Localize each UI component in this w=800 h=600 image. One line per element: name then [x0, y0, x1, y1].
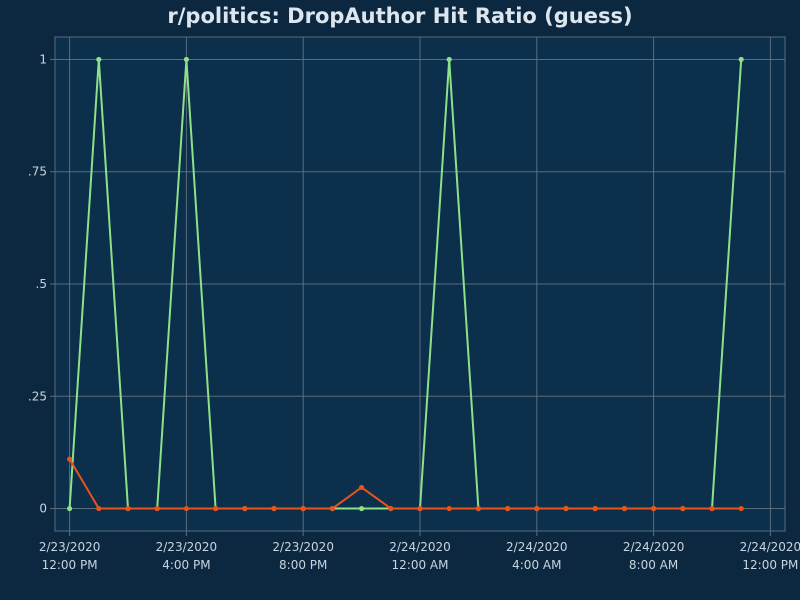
x-tick-label-date: 2/23/2020	[156, 540, 218, 554]
series-2-point	[67, 456, 73, 462]
series-2-line	[68, 458, 742, 510]
series-2-point	[271, 505, 277, 512]
series-1-point	[183, 56, 189, 63]
series-2-point	[388, 505, 394, 512]
chart-title: r/politics: DropAuthor Hit Ratio (guess)	[167, 4, 633, 28]
x-tick-label-time: 12:00 PM	[42, 558, 98, 572]
series-2-point	[534, 505, 540, 512]
x-tick-label-date: 2/23/2020	[39, 540, 101, 554]
series-1-point	[96, 56, 102, 63]
series-2-point	[475, 505, 481, 512]
x-tick-label-date: 2/24/2020	[506, 540, 568, 554]
plot-border	[54, 36, 786, 532]
series-2-point	[592, 505, 598, 512]
series-2-point	[446, 505, 452, 512]
series-2-point	[359, 484, 365, 491]
series-2-point	[680, 505, 686, 512]
y-tick-label: 0	[39, 502, 47, 516]
series-2-point	[505, 505, 511, 512]
series-1-point	[359, 505, 365, 512]
y-tick-label: .5	[36, 277, 47, 291]
x-tick-label-date: 2/24/2020	[623, 540, 685, 554]
series-2-point	[329, 505, 335, 512]
x-tick-label-time: 12:00 AM	[392, 558, 449, 572]
series-2-point	[96, 505, 102, 512]
y-tick-label: .25	[28, 389, 47, 403]
series-1-point	[738, 56, 744, 63]
x-tick-label-date: 2/24/2020	[740, 540, 800, 554]
x-tick-label-date: 2/24/2020	[389, 540, 451, 554]
series-2-point	[709, 505, 715, 512]
x-tick-label-time: 8:00 PM	[279, 558, 327, 572]
x-tick-label-time: 12:00 PM	[742, 558, 798, 572]
series-2-point	[242, 505, 248, 512]
series-2-point	[621, 505, 628, 512]
x-tick-label-time: 4:00 PM	[162, 558, 210, 572]
series-2-point	[125, 505, 131, 512]
y-tick-label: .75	[28, 165, 47, 179]
x-tick-label-time: 4:00 AM	[512, 558, 561, 572]
series-2-point	[563, 505, 569, 512]
series-1-point	[67, 505, 73, 512]
y-tick-label: 1	[39, 52, 47, 66]
series-1-point	[446, 56, 452, 63]
series-2-point	[651, 505, 657, 512]
x-tick-label-time: 8:00 AM	[629, 558, 678, 572]
x-tick-label-date: 2/23/2020	[272, 540, 334, 554]
series-2-point	[213, 505, 219, 512]
series-2-point	[417, 505, 423, 512]
series-2-point	[154, 505, 160, 512]
series-2-point	[300, 505, 306, 512]
series-2-point	[183, 505, 189, 512]
series-2-point	[738, 505, 744, 512]
